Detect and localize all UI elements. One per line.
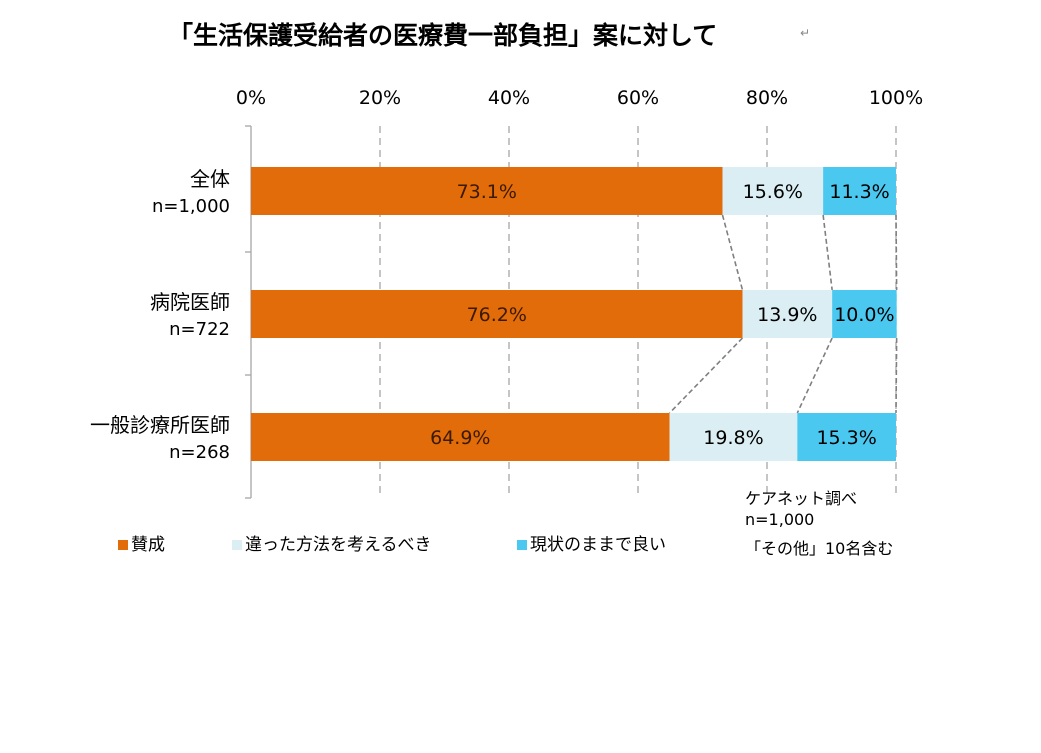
- data-label-agree: 64.9%: [430, 427, 490, 449]
- series-connector-line: [822, 214, 833, 291]
- legend-swatch-agree: [118, 539, 128, 550]
- series-connector-line: [895, 337, 898, 414]
- category-sample-size: n=722: [169, 319, 230, 340]
- series-connector-line: [669, 337, 744, 414]
- data-label-keep: 11.3%: [829, 181, 889, 203]
- bar-agree: [251, 290, 743, 338]
- bar-keep: [797, 413, 896, 461]
- bar-agree: [251, 167, 723, 215]
- legend-swatch-other-way: [232, 539, 242, 550]
- category-sample-size: n=268: [169, 442, 230, 463]
- data-label-keep: 10.0%: [834, 304, 894, 326]
- sample-size-note: n=1,000: [745, 510, 815, 529]
- legend-item-keep: 現状のままで良い: [517, 530, 666, 555]
- legend-label-other-way: 違った方法を考えるべき: [245, 535, 432, 555]
- category-sample-size: n=1,000: [152, 196, 230, 217]
- series-connector-line: [895, 214, 898, 291]
- bar-agree: [251, 413, 670, 461]
- bar-other-way: [742, 290, 833, 338]
- legend-swatch-keep: [517, 539, 527, 550]
- series-connector-line: [721, 214, 744, 291]
- series-connector-line: [796, 337, 833, 414]
- data-label-other-way: 19.8%: [703, 427, 763, 449]
- legend-label-agree: 賛成: [131, 535, 165, 555]
- legend-item-agree: 賛成: [118, 530, 165, 555]
- x-tick-label: 80%: [746, 87, 788, 109]
- x-tick-label: 0%: [236, 87, 266, 109]
- x-tick-label: 40%: [488, 87, 530, 109]
- x-tick-label: 100%: [869, 87, 923, 109]
- bar-other-way: [722, 167, 824, 215]
- x-tick-label: 60%: [617, 87, 659, 109]
- data-label-other-way: 13.9%: [757, 304, 817, 326]
- data-label-other-way: 15.6%: [743, 181, 803, 203]
- category-label: 一般診療所医師: [90, 413, 230, 437]
- legend-label-keep: 現状のままで良い: [530, 535, 666, 555]
- category-label: 病院医師: [150, 290, 230, 314]
- x-tick-label: 20%: [359, 87, 401, 109]
- chart-title: 「生活保護受給者の医療費一部負担」案に対して: [168, 21, 718, 50]
- other-note: 「その他」10名含む: [745, 539, 894, 558]
- data-label-keep: 15.3%: [816, 427, 876, 449]
- bar-other-way: [669, 413, 798, 461]
- source-note: ケアネット調べ: [745, 489, 858, 508]
- category-label: 全体: [190, 167, 230, 191]
- paragraph-mark: ↵: [800, 26, 811, 40]
- data-label-agree: 73.1%: [457, 181, 517, 203]
- data-label-agree: 76.2%: [467, 304, 527, 326]
- legend-item-other-way: 違った方法を考えるべき: [232, 530, 432, 555]
- bar-keep: [832, 290, 897, 338]
- bar-keep: [823, 167, 896, 215]
